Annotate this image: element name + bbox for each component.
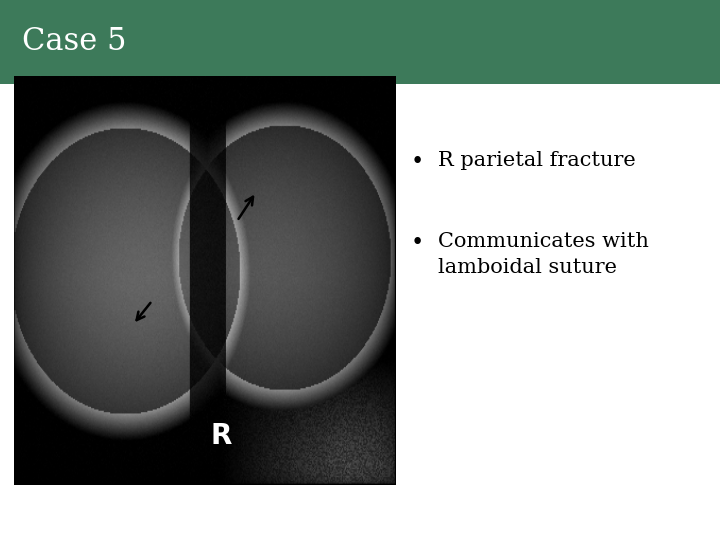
Text: •: • — [410, 232, 423, 254]
Text: R parietal fracture: R parietal fracture — [438, 151, 636, 170]
Text: R: R — [210, 422, 232, 450]
Text: •: • — [410, 151, 423, 173]
Text: Communicates with
lamboidal suture: Communicates with lamboidal suture — [438, 232, 649, 277]
Bar — [0, 0, 720, 84]
Text: Case 5: Case 5 — [22, 26, 126, 57]
